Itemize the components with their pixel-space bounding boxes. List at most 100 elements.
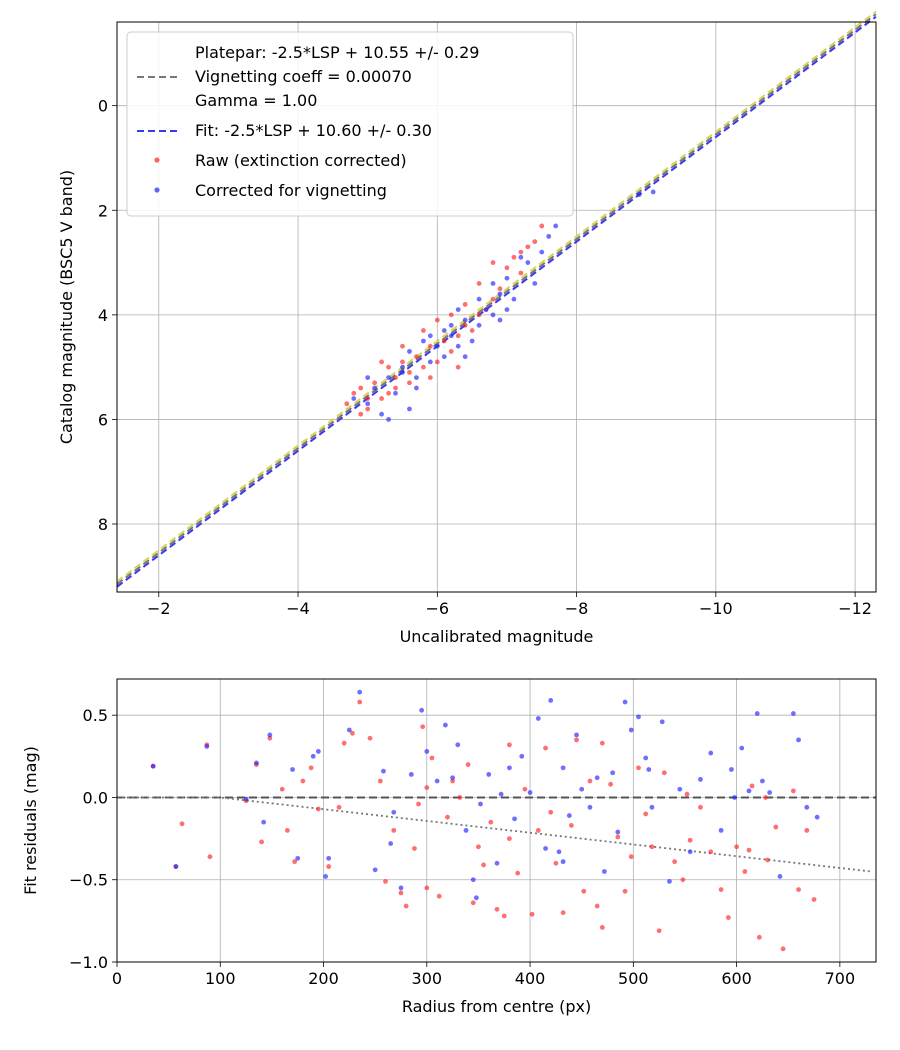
data-point xyxy=(684,791,690,797)
data-point xyxy=(367,735,373,741)
data-point xyxy=(490,281,496,286)
residuals-grid xyxy=(116,679,876,963)
data-point xyxy=(383,878,388,884)
data-point xyxy=(420,364,426,370)
data-point xyxy=(615,834,621,840)
data-point xyxy=(698,776,703,782)
data-point xyxy=(507,836,512,841)
data-point xyxy=(344,401,350,407)
data-point xyxy=(393,375,398,380)
data-point xyxy=(615,829,621,835)
data-point xyxy=(379,359,385,365)
data-point xyxy=(481,862,486,868)
data-point xyxy=(677,786,683,792)
data-point xyxy=(574,737,579,743)
data-point xyxy=(465,762,471,767)
legend-box xyxy=(126,31,574,217)
data-point xyxy=(455,343,461,349)
data-point xyxy=(602,869,607,874)
data-point xyxy=(608,781,614,787)
data-point xyxy=(434,343,440,349)
data-point xyxy=(455,333,461,339)
data-point xyxy=(173,864,179,869)
data-point xyxy=(511,254,517,260)
data-point xyxy=(518,254,524,260)
data-point xyxy=(424,748,430,754)
data-point xyxy=(473,895,479,901)
data-point xyxy=(450,778,456,784)
residuals-y-axis-label: Fit residuals (mag) xyxy=(21,746,40,895)
data-point xyxy=(434,317,440,323)
data-point xyxy=(556,849,562,855)
data-point xyxy=(400,343,405,349)
data-point xyxy=(427,333,433,339)
data-point xyxy=(560,765,566,771)
data-point xyxy=(488,819,494,825)
data-point xyxy=(504,307,510,313)
data-point xyxy=(377,778,383,784)
data-point xyxy=(560,910,566,916)
data-point xyxy=(522,786,528,792)
data-point xyxy=(408,772,414,777)
calibration-fit-lines xyxy=(116,10,877,588)
y-tick-label: 2 xyxy=(98,201,108,220)
x-tick-label: 0 xyxy=(112,969,122,988)
reference-line xyxy=(116,13,877,585)
x-tick-label: −10 xyxy=(699,599,733,618)
data-point xyxy=(463,827,469,833)
data-point xyxy=(539,223,545,229)
data-point xyxy=(462,317,468,323)
data-point xyxy=(519,753,525,759)
data-point xyxy=(469,338,475,344)
data-point xyxy=(746,847,752,853)
data-point xyxy=(532,281,538,286)
data-point xyxy=(804,804,810,810)
residuals-x-ticks: 0 100 200 300 400 500 600 700 xyxy=(112,962,855,988)
y-tick-label: 0 xyxy=(98,97,108,116)
data-point xyxy=(486,772,492,777)
data-point xyxy=(429,755,435,761)
y-tick-label: 0.5 xyxy=(83,706,108,725)
data-point xyxy=(579,786,585,792)
data-point xyxy=(646,767,652,772)
data-point xyxy=(400,359,405,365)
data-point xyxy=(300,778,306,784)
x-tick-label: 400 xyxy=(515,969,546,988)
data-point xyxy=(386,375,391,380)
data-point xyxy=(407,406,412,412)
data-point xyxy=(767,790,773,795)
data-point xyxy=(279,786,285,792)
data-point xyxy=(622,699,628,705)
data-point xyxy=(529,911,535,917)
data-point xyxy=(581,888,587,894)
data-point xyxy=(365,401,371,407)
data-point xyxy=(419,707,425,713)
data-point xyxy=(407,349,412,354)
data-point xyxy=(804,827,810,833)
data-point xyxy=(420,338,426,344)
data-point xyxy=(511,296,517,302)
data-point xyxy=(393,390,398,396)
data-point xyxy=(441,338,447,344)
data-point xyxy=(455,364,461,370)
data-point xyxy=(351,390,357,396)
data-point xyxy=(381,768,386,774)
data-point xyxy=(811,897,817,902)
data-point xyxy=(372,380,378,386)
data-point xyxy=(420,724,426,730)
data-point xyxy=(494,906,500,912)
data-point xyxy=(414,375,419,380)
y-tick-label: 0.0 xyxy=(83,788,108,807)
data-point xyxy=(490,296,496,302)
legend-label: Vignetting coeff = 0.00070 xyxy=(195,67,412,86)
x-tick-label: −8 xyxy=(565,599,589,618)
data-point xyxy=(687,837,693,843)
data-point xyxy=(403,903,409,909)
data-point xyxy=(372,867,378,873)
legend-label: Fit: -2.5*LSP + 10.60 +/- 0.30 xyxy=(195,121,432,140)
y-tick-label: −0.5 xyxy=(69,871,108,890)
data-point xyxy=(407,369,412,375)
data-point xyxy=(566,813,572,818)
data-point xyxy=(507,742,512,748)
data-point xyxy=(527,790,533,795)
